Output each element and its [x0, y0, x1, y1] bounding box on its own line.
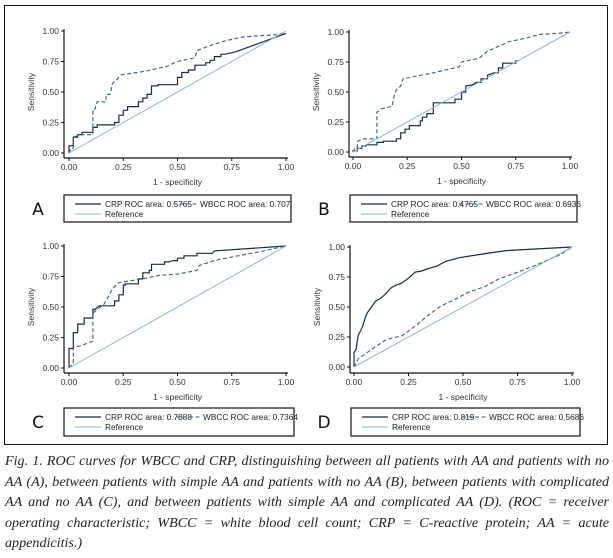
- series-crp-line: [353, 246, 573, 367]
- y-axis-title: Sensitivity: [26, 72, 36, 111]
- panel-d: 0.00 0.25 0.50 0.75 1.00 0.00 0.25 0.50 0.75 1.00…: [312, 242, 584, 437]
- legend-box: [63, 194, 292, 223]
- x-tick-label: 0.00: [346, 377, 363, 387]
- y-axis-title: Sensitivity: [311, 72, 321, 111]
- series-crp-line: [68, 245, 287, 368]
- x-tick-label: 0.75: [507, 161, 524, 171]
- y-tick-label: 0.75: [328, 272, 345, 282]
- x-tick-label: 0.25: [399, 161, 416, 171]
- y-axis-title: Sensitivity: [26, 287, 36, 326]
- x-axis-title: 1 - specificity: [153, 177, 203, 187]
- y-tick-label: 0.75: [327, 57, 344, 67]
- y-tick-label: 0.25: [42, 118, 59, 128]
- legend-crp-label: CRP ROC area: 0.7888: [105, 412, 192, 422]
- x-tick-label: 0.75: [509, 377, 526, 387]
- legend-wbcc-label: WBCC ROC area: 0.7364: [203, 412, 298, 422]
- series-crp-line: [352, 60, 518, 152]
- x-axis-title: 1 - specificity: [437, 176, 487, 186]
- y-axis-title: Sensitivity: [312, 287, 322, 326]
- legend-reference-label: Reference: [105, 422, 144, 432]
- legend-crp-label: CRP ROC area: 0.4765: [391, 199, 478, 209]
- x-axis-title: 1 - specificity: [153, 392, 203, 402]
- panel-b: 0.00 0.25 0.50 0.75 1.00 0.00 0.25 0.50 0.75 1.00…: [311, 27, 581, 223]
- legend: CRP ROC area: 0.5765 WBCC ROC area: 0.707…: [63, 194, 292, 223]
- panel-letter: D: [317, 413, 330, 433]
- y-tick-label: 0.00: [328, 362, 345, 372]
- legend-crp-label: CRP ROC area: 0.5765: [105, 199, 192, 209]
- panel-c: 0.00 0.25 0.50 0.75 1.00 0.00 0.25 0.50 0.75 1.00…: [26, 241, 298, 437]
- x-axis-title: 1 - specificity: [438, 392, 488, 402]
- y-tick-label: 0.00: [42, 363, 59, 373]
- panel-letter: B: [318, 200, 330, 220]
- x-tick-label: 0.25: [115, 162, 132, 172]
- figure-caption: Fig. 1. ROC curves for WBCC and CRP, dis…: [5, 453, 609, 552]
- y-tick-label: 0.00: [42, 148, 59, 158]
- legend-reference-label: Reference: [392, 422, 431, 432]
- x-tick-label: 1.00: [278, 377, 295, 387]
- y-tick-label: 0.50: [327, 87, 344, 97]
- y-tick-label: 0.25: [328, 332, 345, 342]
- y-tick-label: 1.00: [42, 26, 59, 36]
- x-tick-label: 1.00: [564, 377, 581, 387]
- panel-a: 0.00 0.25 0.50 0.75 1.00 0.00 0.25 0.50 0.75 1.00…: [26, 26, 295, 223]
- legend: CRP ROC area: 0.4765 WBCC ROC area: 0.693…: [349, 194, 581, 223]
- y-tick-label: 0.75: [42, 57, 59, 67]
- x-tick-label: 1.00: [278, 162, 295, 172]
- legend-box: [349, 194, 578, 223]
- series-reference-line: [352, 31, 571, 153]
- legend-crp-label: CRP ROC area: 0.819: [392, 412, 475, 422]
- x-tick-label: 0.50: [455, 377, 472, 387]
- legend-reference-label: Reference: [105, 209, 144, 219]
- y-tick-label: 0.50: [328, 302, 345, 312]
- y-tick-label: 0.75: [42, 272, 59, 282]
- legend-box: [63, 407, 295, 437]
- x-tick-label: 0.00: [345, 161, 362, 171]
- series-wbcc-line: [353, 246, 573, 368]
- y-tick-label: 0.25: [327, 117, 344, 127]
- roc-figure: 0.00 0.25 0.50 0.75 1.00 0.00 0.25 0.50 0.75 1.00…: [26, 26, 584, 437]
- legend: CRP ROC area: 0.7888 WBCC ROC area: 0.736…: [63, 407, 298, 437]
- x-tick-label: 0.25: [115, 377, 132, 387]
- x-tick-label: 0.00: [61, 162, 78, 172]
- y-tick-label: 1.00: [327, 27, 344, 37]
- y-tick-label: 0.50: [42, 87, 59, 97]
- series-reference-line: [353, 246, 573, 368]
- panel-letter: C: [32, 413, 44, 433]
- series-reference-line: [68, 245, 287, 369]
- y-tick-label: 0.00: [327, 147, 344, 157]
- x-tick-label: 0.75: [223, 377, 240, 387]
- legend-box: [350, 407, 581, 437]
- x-tick-label: 1.00: [562, 161, 579, 171]
- x-tick-label: 0.75: [223, 162, 240, 172]
- y-tick-label: 0.25: [42, 333, 59, 343]
- legend-wbcc-label: WBCC ROC area: 0.5686: [489, 412, 584, 422]
- legend: CRP ROC area: 0.819 WBCC ROC area: 0.5686…: [350, 407, 584, 437]
- legend-wbcc-label: WBCC ROC area: 0.6936: [486, 199, 581, 209]
- legend-reference-label: Reference: [391, 209, 430, 219]
- series-wbcc-line: [68, 245, 287, 369]
- series-reference-line: [68, 30, 287, 154]
- x-tick-label: 0.50: [169, 162, 186, 172]
- x-tick-label: 0.50: [453, 161, 470, 171]
- y-tick-label: 1.00: [328, 242, 345, 252]
- figure-frame: [4, 5, 608, 445]
- y-tick-label: 0.50: [42, 302, 59, 312]
- series-wbcc-line: [68, 31, 287, 154]
- y-tick-label: 1.00: [42, 241, 59, 251]
- x-tick-label: 0.25: [400, 377, 417, 387]
- panel-letter: A: [32, 200, 44, 220]
- x-tick-label: 0.00: [61, 377, 78, 387]
- x-tick-label: 0.50: [169, 377, 186, 387]
- legend-wbcc-label: WBCC ROC area: 0.707: [200, 199, 291, 209]
